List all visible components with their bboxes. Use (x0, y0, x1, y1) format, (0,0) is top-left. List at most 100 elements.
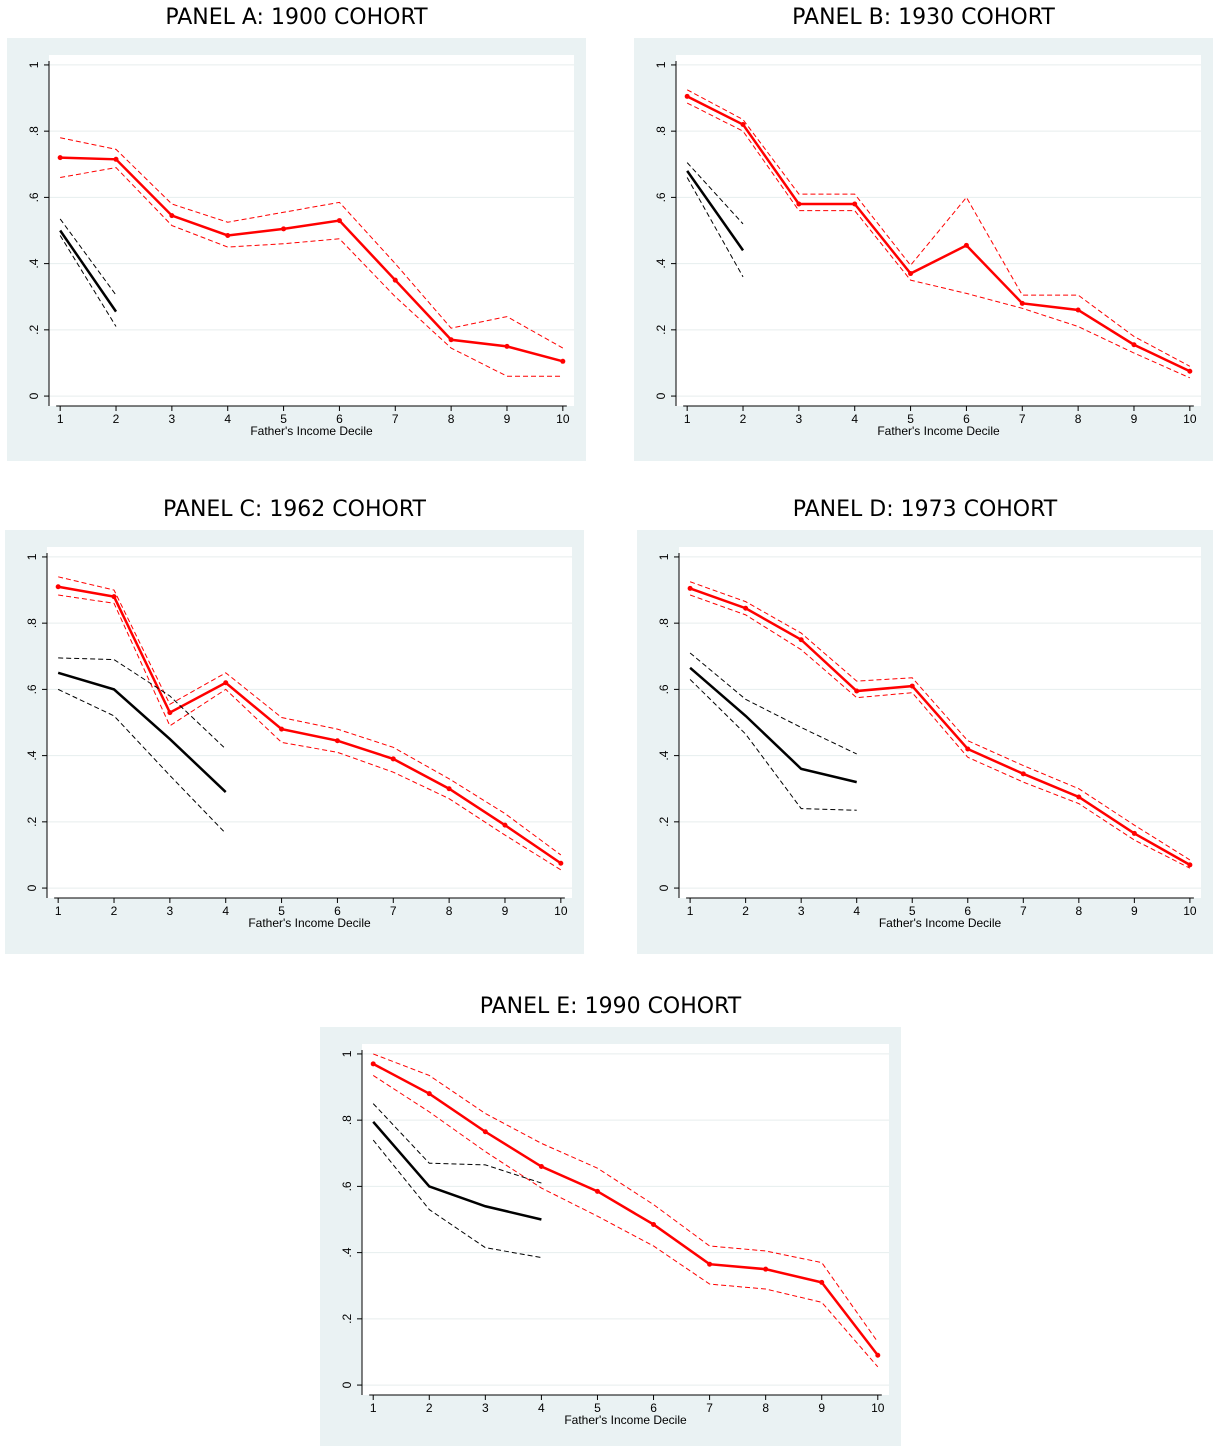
x-tick-label: 7 (1020, 904, 1027, 918)
series-line (372, 1075, 879, 1368)
point-marker (1075, 307, 1081, 313)
x-tick-label: 4 (851, 412, 858, 426)
point-marker (908, 271, 914, 277)
y-tick-label: 0 (27, 392, 41, 399)
x-tick-label: 9 (502, 904, 509, 918)
point-marker (446, 786, 452, 792)
x-tick-label: 3 (796, 412, 803, 426)
point-marker (370, 1061, 376, 1067)
point-marker (390, 756, 396, 762)
point-marker (651, 1221, 657, 1227)
chart-title: PANEL C: 1962 COHORT (163, 497, 426, 522)
y-tick-label: 0 (25, 884, 39, 891)
series-line (689, 652, 857, 755)
y-tick-label: .4 (657, 750, 671, 760)
x-tick-label: 4 (538, 1401, 545, 1415)
x-tick-label: 2 (740, 412, 747, 426)
x-tick-label: 1 (370, 1401, 377, 1415)
y-tick-label: .4 (654, 258, 668, 268)
x-tick-label: 8 (448, 412, 455, 426)
x-tick-label: 10 (1183, 412, 1197, 426)
chart-title: PANEL E: 1990 COHORT (480, 994, 742, 1019)
point-marker (798, 637, 804, 643)
x-tick-label: 1 (687, 904, 694, 918)
point-marker (426, 1091, 432, 1097)
y-tick-label: 0 (340, 1381, 354, 1388)
x-tick-label: 10 (556, 412, 570, 426)
x-tick-label: 7 (1019, 412, 1026, 426)
x-tick-label: 7 (706, 1401, 713, 1415)
point-marker (963, 242, 969, 248)
x-axis-label: Father's Income Decile (250, 424, 373, 438)
series-line (58, 594, 562, 871)
x-tick-label: 10 (1183, 904, 1197, 918)
x-tick-label: 2 (111, 904, 118, 918)
point-marker (281, 226, 287, 232)
y-tick-label: 1 (654, 61, 668, 68)
x-tick-label: 6 (963, 412, 970, 426)
point-marker (1076, 794, 1082, 800)
series-line (372, 1139, 542, 1259)
point-marker (763, 1266, 769, 1272)
chart-title: PANEL A: 1900 COHORT (165, 5, 428, 30)
point-marker (482, 1129, 488, 1135)
point-marker (538, 1164, 544, 1170)
point-marker (55, 584, 61, 590)
y-tick-label: .4 (27, 258, 41, 268)
chart-title: PANEL D: 1973 COHORT (793, 497, 1058, 522)
point-marker (743, 605, 749, 611)
point-marker (336, 218, 342, 224)
y-tick-label: .6 (657, 684, 671, 694)
x-axis-label: Father's Income Decile (564, 1413, 687, 1427)
x-tick-label: 9 (818, 1401, 825, 1415)
x-tick-label: 5 (909, 904, 916, 918)
point-marker (796, 201, 802, 207)
point-marker (279, 726, 285, 732)
series-line (60, 167, 563, 377)
y-tick-label: .8 (654, 126, 668, 136)
x-tick-label: 2 (426, 1401, 433, 1415)
x-tick-label: 8 (762, 1401, 769, 1415)
series-line (686, 95, 1191, 373)
y-tick-label: 1 (25, 553, 39, 560)
x-tick-label: 4 (853, 904, 860, 918)
series-line (372, 1121, 542, 1221)
series-line (60, 156, 564, 363)
series-line (689, 666, 857, 784)
point-marker (819, 1279, 825, 1285)
point-marker (223, 680, 229, 686)
point-marker (167, 710, 173, 716)
series-line (373, 1053, 879, 1343)
y-tick-label: .8 (657, 618, 671, 628)
x-tick-label: 8 (446, 904, 453, 918)
point-marker (594, 1188, 600, 1194)
x-tick-label: 10 (554, 904, 568, 918)
point-marker (111, 594, 117, 600)
plot-area (47, 547, 572, 898)
point-marker (1019, 300, 1025, 306)
point-marker (1020, 771, 1026, 777)
x-tick-label: 6 (336, 412, 343, 426)
series-line (57, 585, 562, 865)
point-marker (392, 277, 398, 283)
series-line (689, 587, 1191, 866)
x-tick-label: 1 (55, 904, 62, 918)
point-marker (57, 155, 63, 161)
point-marker (740, 122, 746, 128)
x-tick-label: 3 (169, 412, 176, 426)
x-tick-label: 6 (964, 904, 971, 918)
x-axis-label: Father's Income Decile (879, 916, 1002, 930)
y-tick-label: 1 (657, 553, 671, 560)
x-tick-label: 6 (334, 904, 341, 918)
y-tick-label: 0 (654, 392, 668, 399)
plot-area (679, 547, 1201, 898)
series-line (58, 576, 562, 856)
series-line (57, 671, 227, 793)
x-tick-label: 2 (113, 412, 120, 426)
series-line (686, 162, 744, 225)
point-marker (558, 860, 564, 866)
x-tick-label: 4 (222, 904, 229, 918)
point-marker (909, 683, 915, 689)
y-tick-label: .2 (340, 1314, 354, 1324)
